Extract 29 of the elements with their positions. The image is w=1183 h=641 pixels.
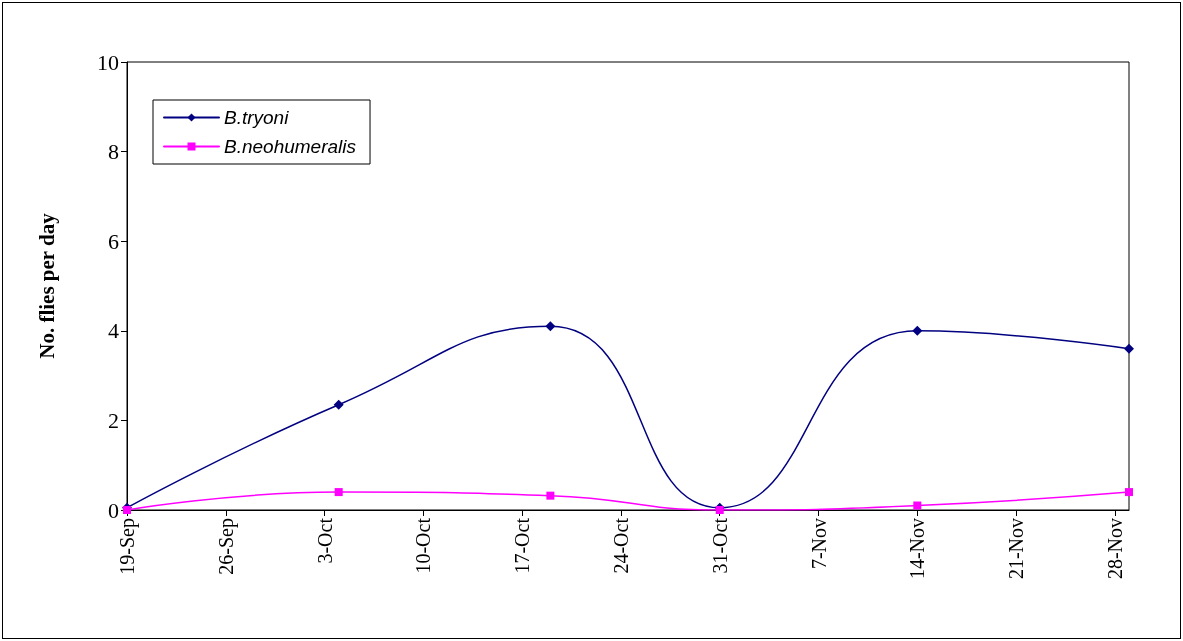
point bbox=[1125, 488, 1133, 497]
point bbox=[715, 506, 724, 514]
point bbox=[545, 321, 556, 332]
y-tick-label: 8 bbox=[108, 139, 119, 165]
x-tick-label: 24-Oct bbox=[609, 517, 632, 574]
point bbox=[333, 399, 344, 410]
point bbox=[334, 488, 343, 497]
legend-label: B.neohumeralis bbox=[224, 136, 357, 157]
x-tick-label: 31-Oct bbox=[708, 517, 731, 574]
legend-label: B.tryoni bbox=[224, 107, 290, 128]
x-tick-label: 26-Sep bbox=[214, 518, 238, 575]
point bbox=[1124, 343, 1134, 354]
x-tick-label: 21-Nov bbox=[1005, 518, 1028, 580]
y-axis-title: No. flies per day bbox=[34, 212, 59, 359]
point bbox=[546, 491, 555, 500]
x-tick-label: 14-Nov bbox=[906, 518, 929, 580]
y-tick-label: 2 bbox=[108, 407, 119, 433]
x-tick-label: 7-Nov bbox=[807, 518, 830, 570]
x-tick-label: 19-Sep bbox=[116, 518, 139, 575]
point bbox=[912, 325, 923, 336]
y-tick-label: 6 bbox=[108, 228, 119, 254]
y-tick-label: 10 bbox=[97, 49, 119, 75]
y-tick-label: 4 bbox=[108, 318, 119, 344]
x-tick-label: 17-Oct bbox=[511, 517, 534, 574]
y-tick-label: 0 bbox=[108, 497, 119, 523]
x-tick-label: 10-Oct bbox=[412, 517, 435, 574]
point bbox=[913, 501, 922, 510]
x-tick-label: 28-Nov bbox=[1103, 518, 1126, 580]
x-tick-label: 3-Oct bbox=[313, 517, 336, 564]
